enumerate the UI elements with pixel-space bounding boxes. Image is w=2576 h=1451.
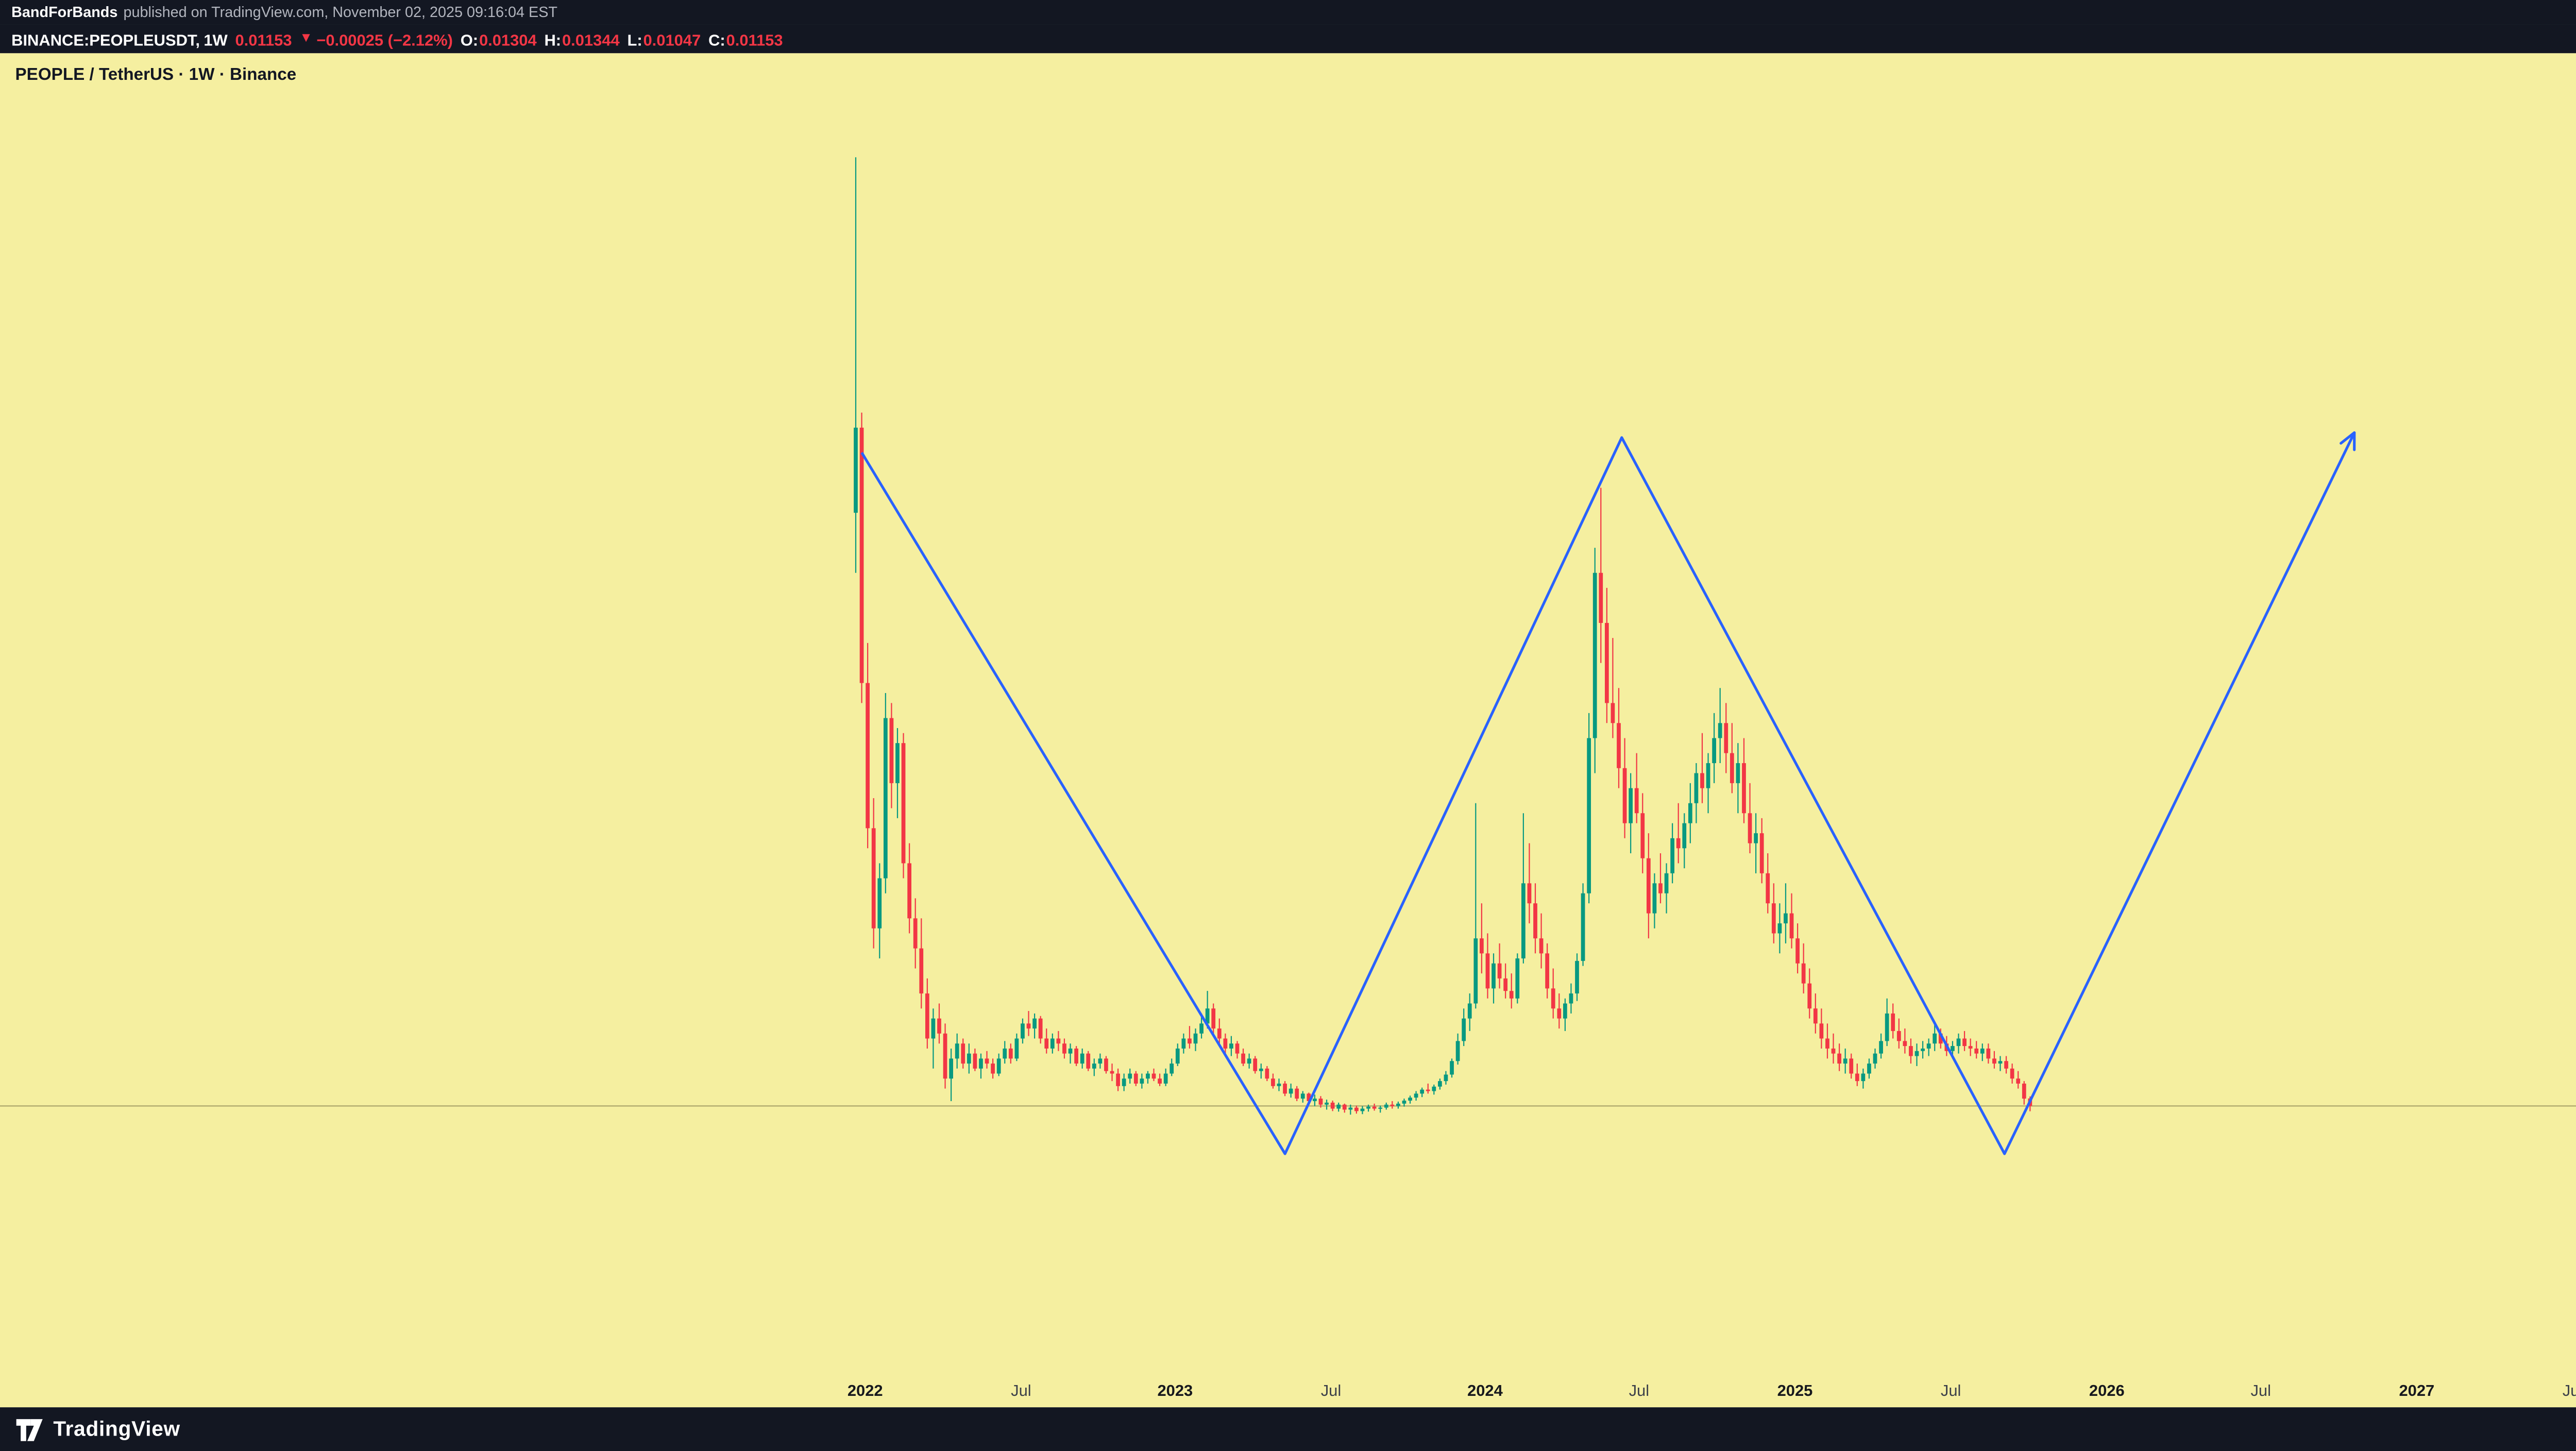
chart-legend[interactable]: PEOPLE / TetherUS · 1W · Binance — [15, 64, 297, 83]
author-name: BandForBands — [11, 4, 117, 21]
low-value: 0.01047 — [643, 29, 701, 48]
time-axis-label: 2024 — [1467, 1380, 1503, 1399]
tradingview-brand-text[interactable]: TradingView — [53, 1418, 180, 1440]
tradingview-logo[interactable] — [15, 1416, 44, 1443]
down-arrow-icon: ▼ — [299, 32, 313, 46]
symbol-info-bar: BINANCE:PEOPLEUSDT, 1W 0.01153 ▼ −0.0002… — [0, 25, 2576, 53]
time-axis-label: 2026 — [2089, 1380, 2125, 1399]
last-price: 0.01153 — [235, 29, 292, 48]
high-label: H: — [544, 29, 561, 48]
time-axis-label: 2022 — [848, 1380, 883, 1399]
candlestick-chart[interactable] — [0, 53, 2576, 1407]
open-label: O: — [461, 29, 478, 48]
attribution-text: published on TradingView.com, November 0… — [123, 4, 557, 21]
time-axis-label: 2023 — [1157, 1380, 1193, 1399]
close-label: C: — [708, 29, 725, 48]
open-value: 0.01304 — [479, 29, 537, 48]
symbol-name: BINANCE:PEOPLEUSDT, — [11, 29, 200, 48]
time-axis-label: 2027 — [2399, 1380, 2434, 1399]
attribution-bar: BandForBands published on TradingView.co… — [0, 0, 2576, 25]
chart-canvas[interactable]: PEOPLE / TetherUS · 1W · Binance 2022 Jul… — [0, 53, 2576, 1407]
price-change: −0.00025 (−2.12%) — [316, 29, 453, 48]
time-axis[interactable]: 2022 Jul 2023 Jul 2024 Jul 2025 Jul 2026 Jul 2027 J… — [0, 1373, 2576, 1407]
time-axis-label: 2025 — [1777, 1380, 1813, 1399]
close-value: 0.01153 — [726, 29, 783, 48]
time-axis-label: Jul — [1011, 1380, 1031, 1399]
time-axis-label: Jul — [1321, 1380, 1342, 1399]
time-axis-label: Jul — [1941, 1380, 1961, 1399]
high-value: 0.01344 — [562, 29, 620, 48]
chart-row: PEOPLE / TetherUS · 1W · Binance 2022 Jul… — [0, 53, 2576, 1407]
low-label: L: — [627, 29, 642, 48]
time-axis-label: Jul — [2250, 1380, 2271, 1399]
footer-bar: TradingView — [0, 1407, 2576, 1451]
interval-label: 1W — [204, 29, 227, 48]
time-axis-label: Jul — [1629, 1380, 1650, 1399]
time-axis-label: Jul — [2563, 1380, 2576, 1399]
